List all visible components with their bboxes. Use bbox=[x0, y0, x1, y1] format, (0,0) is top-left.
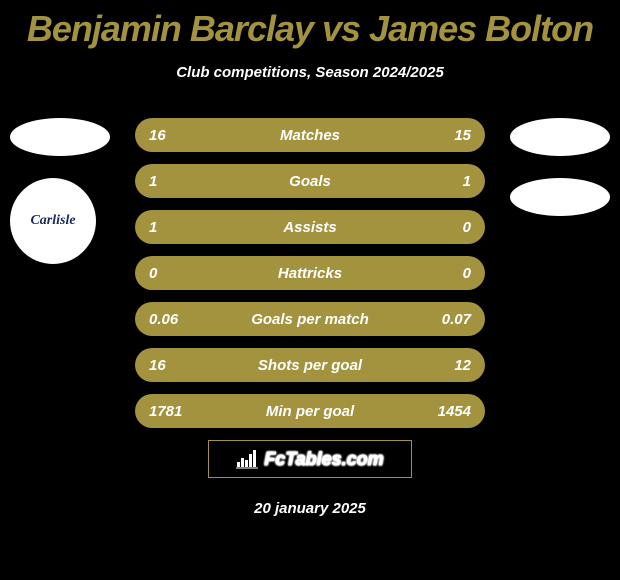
chart-bars-icon bbox=[236, 449, 258, 469]
stat-label: Assists bbox=[199, 219, 421, 236]
left-logo-club-icon: Carlisle bbox=[10, 178, 96, 264]
stat-row: 16Shots per goal12 bbox=[135, 348, 485, 382]
stat-right-value: 15 bbox=[421, 127, 471, 144]
stat-label: Shots per goal bbox=[199, 357, 421, 374]
stat-right-value: 12 bbox=[421, 357, 471, 374]
stat-right-value: 0 bbox=[421, 265, 471, 282]
stat-label: Matches bbox=[199, 127, 421, 144]
stat-row: 1781Min per goal1454 bbox=[135, 394, 485, 428]
stat-row: 1Assists0 bbox=[135, 210, 485, 244]
left-logo-kit-icon bbox=[10, 118, 110, 156]
stat-row: 16Matches15 bbox=[135, 118, 485, 152]
branding-badge: FcTables.com bbox=[208, 440, 412, 478]
stat-label: Goals bbox=[199, 173, 421, 190]
stat-row: 0.06Goals per match0.07 bbox=[135, 302, 485, 336]
stat-row: 1Goals1 bbox=[135, 164, 485, 198]
right-logo-kit-icon bbox=[510, 118, 610, 156]
page-title: Benjamin Barclay vs James Bolton bbox=[0, 0, 620, 50]
subtitle: Club competitions, Season 2024/2025 bbox=[0, 64, 620, 81]
stat-left-value: 16 bbox=[149, 357, 199, 374]
stat-left-value: 1 bbox=[149, 219, 199, 236]
carlisle-badge-text: Carlisle bbox=[30, 213, 75, 229]
stat-label: Hattricks bbox=[199, 265, 421, 282]
stat-left-value: 0.06 bbox=[149, 311, 199, 328]
right-logo-club-icon bbox=[510, 178, 610, 216]
stat-label: Min per goal bbox=[199, 403, 421, 420]
right-player-logos bbox=[510, 118, 610, 216]
stat-left-value: 1781 bbox=[149, 403, 199, 420]
stat-right-value: 1454 bbox=[421, 403, 471, 420]
stats-table: 16Matches151Goals11Assists00Hattricks00.… bbox=[135, 118, 485, 428]
stat-right-value: 0.07 bbox=[421, 311, 471, 328]
stat-label: Goals per match bbox=[199, 311, 421, 328]
date-label: 20 january 2025 bbox=[0, 500, 620, 517]
stat-right-value: 1 bbox=[421, 173, 471, 190]
stat-left-value: 0 bbox=[149, 265, 199, 282]
stat-right-value: 0 bbox=[421, 219, 471, 236]
left-player-logos: Carlisle bbox=[10, 118, 110, 264]
stat-left-value: 1 bbox=[149, 173, 199, 190]
stat-row: 0Hattricks0 bbox=[135, 256, 485, 290]
stat-left-value: 16 bbox=[149, 127, 199, 144]
branding-text: FcTables.com bbox=[264, 449, 383, 470]
